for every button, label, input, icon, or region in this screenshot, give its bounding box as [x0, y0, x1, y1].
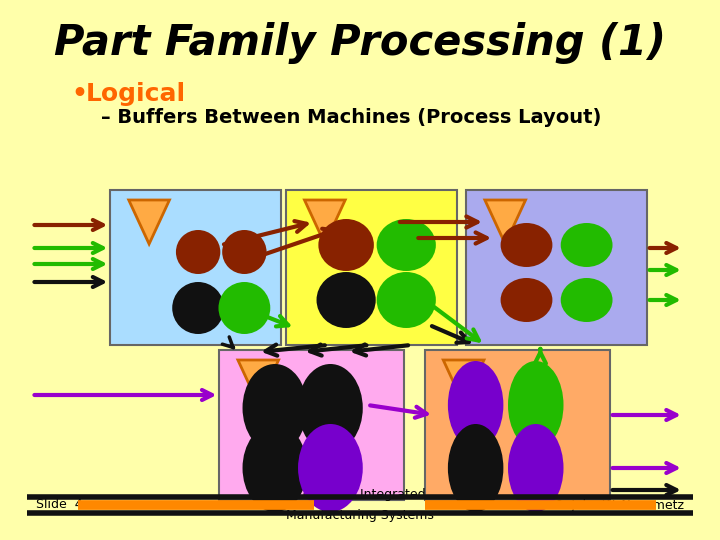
Ellipse shape [318, 219, 374, 271]
Text: Computer Integrated: Computer Integrated [294, 488, 426, 501]
Bar [467, 190, 647, 345]
Ellipse shape [448, 424, 503, 512]
Text: Slide  4: Slide 4 [36, 498, 83, 511]
Ellipse shape [500, 278, 552, 322]
Text: •: • [71, 82, 87, 106]
Ellipse shape [298, 364, 363, 452]
Text: Part Family Processing (1): Part Family Processing (1) [54, 22, 666, 64]
Bar [220, 350, 405, 500]
Polygon shape [485, 200, 526, 244]
Ellipse shape [176, 230, 220, 274]
Ellipse shape [508, 424, 564, 512]
Text: Manufacturing Systems: Manufacturing Systems [286, 509, 434, 522]
Bar [425, 350, 610, 500]
Text: – Buffers Between Machines (Process Layout): – Buffers Between Machines (Process Layo… [101, 108, 601, 127]
Bar [110, 190, 282, 345]
Ellipse shape [298, 424, 363, 512]
Text: Logical: Logical [86, 82, 186, 106]
Ellipse shape [561, 223, 613, 267]
Ellipse shape [222, 230, 266, 274]
Ellipse shape [448, 361, 503, 449]
Ellipse shape [243, 424, 307, 512]
Ellipse shape [500, 223, 552, 267]
Text: © 2000  John W. Nazemetz: © 2000 John W. Nazemetz [515, 498, 684, 511]
Ellipse shape [218, 282, 270, 334]
Bar [286, 190, 457, 345]
Ellipse shape [172, 282, 224, 334]
Polygon shape [129, 200, 169, 244]
Ellipse shape [377, 219, 436, 271]
Ellipse shape [317, 272, 376, 328]
Ellipse shape [561, 278, 613, 322]
Ellipse shape [508, 361, 564, 449]
Polygon shape [238, 360, 279, 404]
Polygon shape [444, 360, 484, 404]
Ellipse shape [377, 272, 436, 328]
Polygon shape [305, 200, 345, 244]
Ellipse shape [243, 364, 307, 452]
